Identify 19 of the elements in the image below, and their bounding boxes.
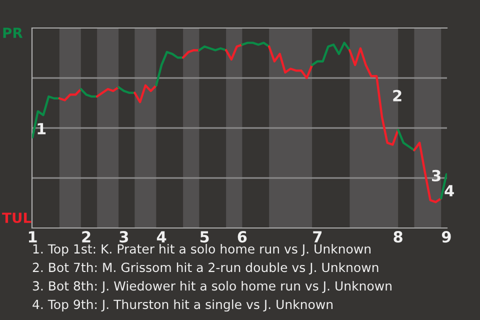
- x-tick-label: 2: [82, 231, 90, 242]
- text: 4. Top 9th: J. Thurston hit a single vs J. Unknown: [32, 299, 332, 312]
- x-tick-label: 7: [313, 231, 322, 242]
- x-tick-label: 6: [238, 231, 247, 243]
- x-tick-label: 1: [28, 231, 37, 242]
- x-tick-label: 3: [120, 231, 128, 243]
- text: 3. Bot 8th: J. Wiedower hit a solo home run vs J. Unknown: [32, 280, 392, 293]
- annotation: 4: [444, 185, 454, 196]
- x-tick-label: 9: [442, 231, 451, 243]
- annotation: 3: [432, 170, 440, 182]
- text: PR: [3, 28, 23, 38]
- annotation: 2: [393, 90, 402, 102]
- x-tick-label: 5: [200, 231, 209, 243]
- x-tick-label: 4: [156, 231, 166, 242]
- x-tick-label: 8: [394, 231, 402, 243]
- annotation: 1: [38, 123, 46, 134]
- text: TUL: [2, 212, 32, 224]
- text: 1. Top 1st: K. Prater hit a solo home run vs J. Unknown: [33, 244, 370, 256]
- text: 2. Bot 7th: M. Grissom hit a 2-run double vs J. Unknown: [32, 262, 378, 274]
